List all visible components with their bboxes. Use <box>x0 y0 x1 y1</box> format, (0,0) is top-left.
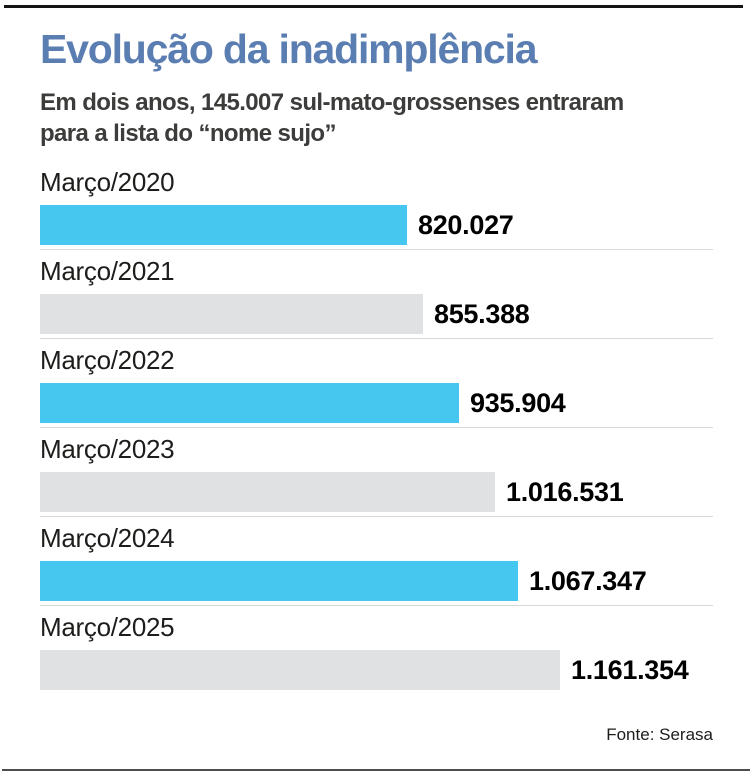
chart-title: Evolução da inadimplência <box>40 26 538 72</box>
bar-value-label: 1.161.354 <box>571 654 689 685</box>
chart-row: Março/2024 1.067.347 <box>40 517 713 607</box>
bar-line: 855.388 <box>40 294 713 335</box>
bar <box>40 294 423 335</box>
bar-value-label: 855.388 <box>434 298 530 329</box>
bar <box>40 472 495 513</box>
bar-category-label: Março/2025 <box>40 612 175 643</box>
chart-subtitle: Em dois anos, 145.007 sul-mato-grossense… <box>40 88 713 149</box>
bar-category-label: Março/2023 <box>40 434 175 465</box>
source-credit: Fonte: Serasa <box>606 725 713 745</box>
chart-subtitle-line-1: Em dois anos, 145.007 sul-mato-grossense… <box>40 89 624 117</box>
bar-value-label: 820.027 <box>418 209 514 240</box>
bar-category-label: Março/2021 <box>40 256 175 287</box>
bar-category-label: Março/2022 <box>40 345 175 376</box>
top-border-line <box>4 5 743 8</box>
bar-chart: Março/2020 820.027 Março/2021 855.388 Ma… <box>40 161 713 695</box>
bottom-border-line <box>2 769 750 771</box>
bar-line: 1.067.347 <box>40 561 713 602</box>
chart-row: Março/2025 1.161.354 <box>40 606 713 695</box>
bar-category-label: Março/2020 <box>40 167 175 198</box>
bar-category-label: Março/2024 <box>40 523 175 554</box>
chart-subtitle-line-2: para a lista do “nome sujo” <box>40 119 336 147</box>
bar-value-label: 1.016.531 <box>506 476 624 507</box>
bar <box>40 650 560 691</box>
bar <box>40 561 518 602</box>
bar <box>40 383 459 424</box>
bar <box>40 205 407 246</box>
chart-row: Março/2020 820.027 <box>40 161 713 251</box>
chart-row: Março/2022 935.904 <box>40 339 713 429</box>
content-area: Evolução da inadimplência Em dois anos, … <box>40 26 713 745</box>
bar-line: 1.016.531 <box>40 472 713 513</box>
chart-row: Março/2021 855.388 <box>40 250 713 340</box>
bar-value-label: 935.904 <box>470 387 566 418</box>
bar-line: 1.161.354 <box>40 650 713 691</box>
bar-value-label: 1.067.347 <box>529 565 647 596</box>
chart-row: Março/2023 1.016.531 <box>40 428 713 518</box>
bar-line: 820.027 <box>40 205 713 246</box>
bar-line: 935.904 <box>40 383 713 424</box>
